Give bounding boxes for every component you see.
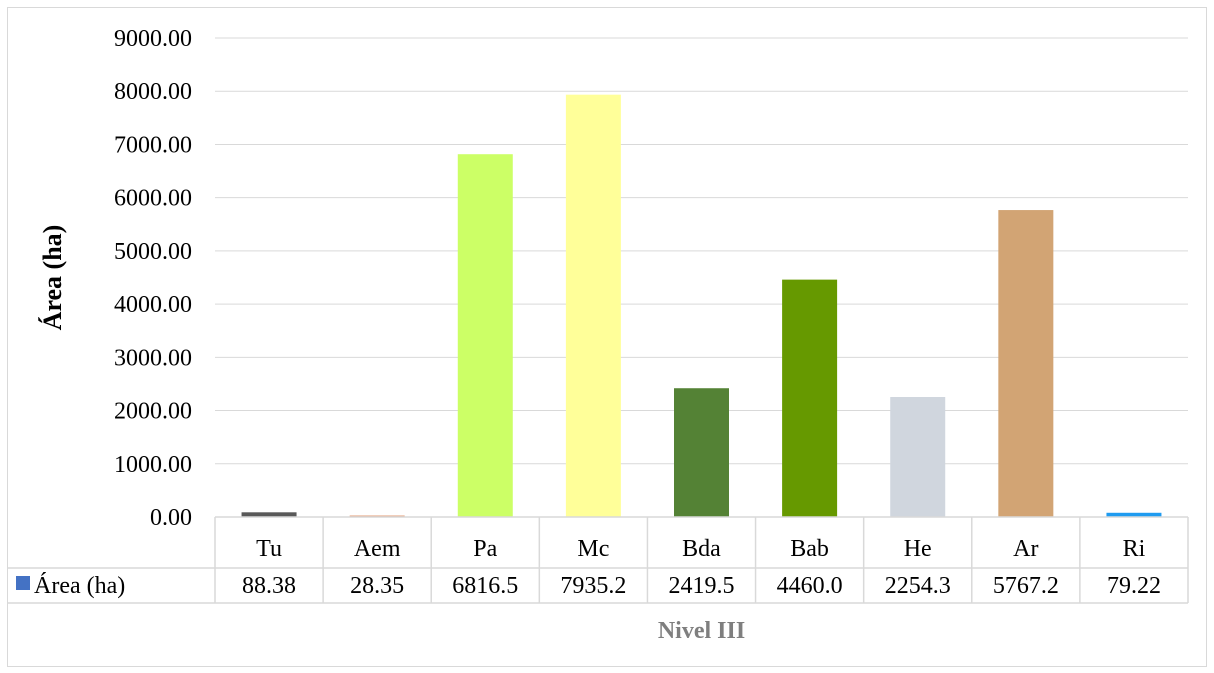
y-tick-label: 4000.00	[114, 292, 192, 318]
x-category-label: He	[904, 536, 932, 562]
table-value-cell: 5767.2	[993, 573, 1059, 599]
legend-key	[16, 576, 30, 590]
x-category-label: Ar	[1013, 536, 1038, 562]
y-tick-label: 9000.00	[114, 26, 192, 52]
bar	[782, 279, 838, 517]
table-value-cell: 6816.5	[452, 573, 518, 599]
y-tick-label: 7000.00	[114, 132, 192, 158]
x-category-label: Tu	[256, 536, 282, 562]
y-tick-label: 5000.00	[114, 239, 192, 265]
y-tick-label: 8000.00	[114, 79, 192, 105]
table-value-cell: 2419.5	[669, 573, 735, 599]
y-tick-label: 6000.00	[114, 186, 192, 212]
x-category-label: Bda	[682, 536, 721, 562]
table-value-cell: 2254.3	[885, 573, 951, 599]
table-value-cell: 7935.2	[560, 573, 626, 599]
table-value-cell: 79.22	[1107, 573, 1161, 599]
bar	[349, 515, 405, 517]
table-value-cell: 88.38	[242, 573, 296, 599]
table-value-cell: 28.35	[350, 573, 404, 599]
bar	[674, 388, 729, 517]
y-tick-label: 1000.00	[114, 452, 192, 478]
y-tick-label: 0.00	[150, 505, 192, 531]
table-value-cell: 4460.0	[777, 573, 843, 599]
bar	[565, 94, 621, 517]
x-category-label: Ri	[1123, 536, 1146, 562]
y-tick-label: 3000.00	[114, 345, 192, 371]
y-tick-label: 2000.00	[114, 399, 192, 425]
bar	[241, 512, 297, 517]
y-axis-title: Área (ha)	[38, 225, 67, 331]
x-axis-title: Nivel III	[658, 618, 745, 644]
bar	[998, 210, 1054, 517]
x-category-label: Mc	[577, 536, 609, 562]
legend-series-name: Área (ha)	[34, 573, 125, 599]
x-category-label: Pa	[473, 536, 497, 562]
bar	[890, 397, 946, 517]
bar	[1106, 512, 1162, 517]
bar	[457, 154, 513, 517]
x-category-label: Aem	[354, 536, 401, 562]
x-category-label: Bab	[790, 536, 829, 562]
